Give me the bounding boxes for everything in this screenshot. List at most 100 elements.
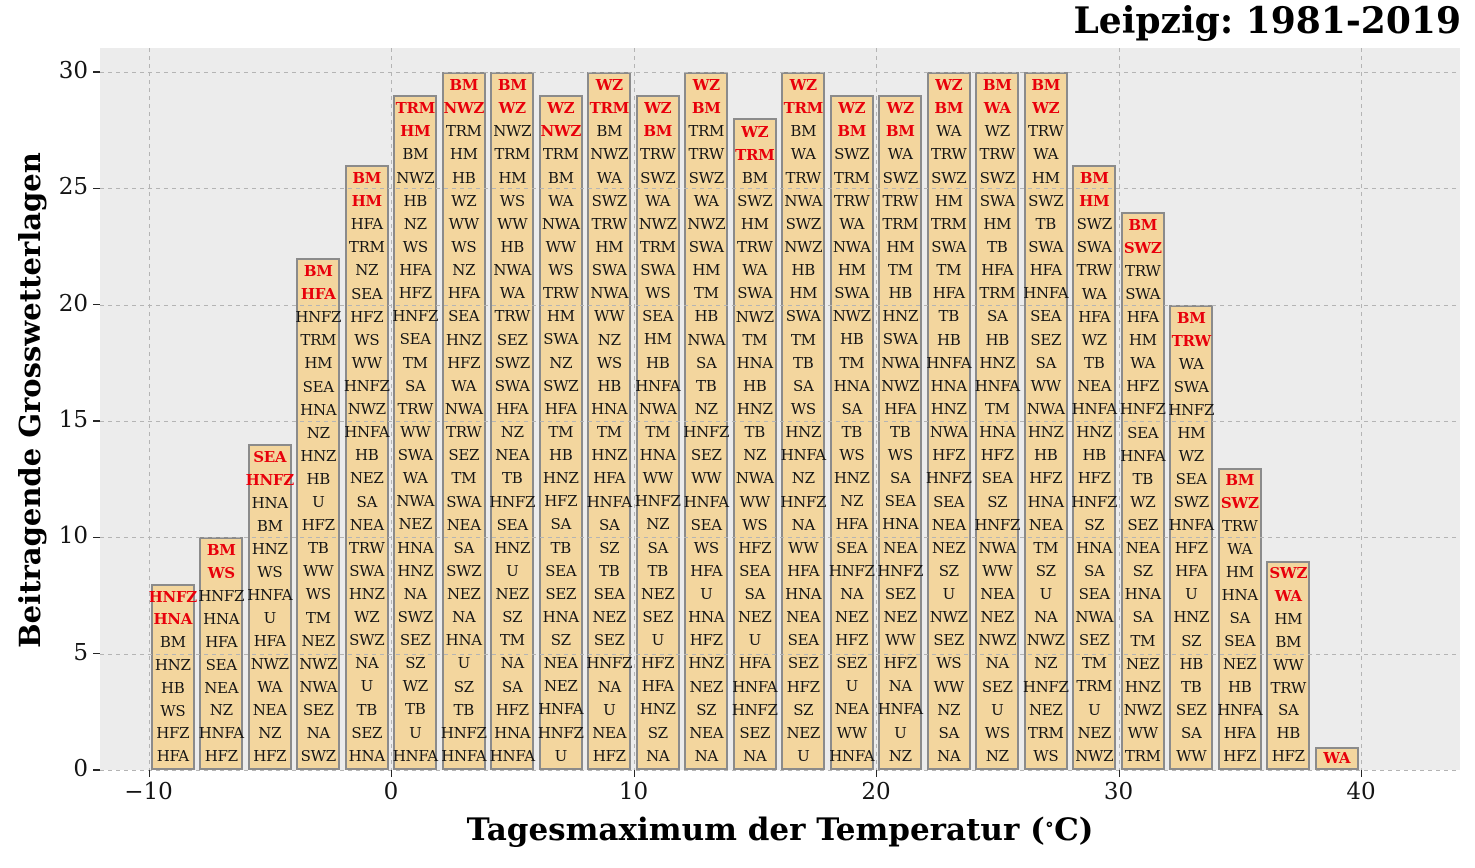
gwl-cell: U bbox=[748, 631, 762, 650]
gwl-cell: SEZ bbox=[1175, 700, 1207, 719]
degree-symbol: ∘ bbox=[1044, 814, 1055, 836]
gwl-cell: NWZ bbox=[590, 145, 629, 164]
gwl-cell: SA bbox=[356, 492, 377, 511]
gwl-cell: HNFZ bbox=[974, 515, 1021, 534]
gwl-cell: HM bbox=[498, 168, 527, 187]
bar-t-5: SEA HNFZ HNA BM HNZ WS HNFA U HFA NWZ WA NEA NZ HFZ bbox=[246, 444, 294, 770]
gwl-cell: WW bbox=[1127, 723, 1159, 742]
gwl-cell: HFZ bbox=[980, 446, 1014, 465]
gwl-cell: SEA bbox=[787, 631, 819, 650]
gwl-cell: WA bbox=[548, 191, 574, 210]
gwl-cell: NWZ bbox=[784, 237, 823, 256]
gwl-cell: SEA bbox=[642, 307, 674, 326]
gwl-cell: SWZ bbox=[688, 168, 725, 187]
gwl-cell: TRW bbox=[543, 284, 579, 303]
gwl-cell-highlight: BM bbox=[1031, 75, 1061, 94]
gwl-cell-highlight: WZ bbox=[741, 122, 769, 141]
gwl-cell: HB bbox=[742, 376, 767, 395]
gwl-cell-highlight: WZ bbox=[789, 75, 818, 94]
gwl-cell: U bbox=[360, 677, 374, 696]
gwl-cell: WW bbox=[691, 469, 722, 488]
gwl-cell-highlight: HM bbox=[1079, 192, 1110, 211]
gwl-cell: TB bbox=[405, 700, 426, 719]
gwl-cell: BM bbox=[1275, 632, 1302, 651]
y-tick-10 bbox=[93, 536, 100, 538]
y-tick-label-15: 15 bbox=[58, 406, 88, 433]
gwl-cell: SWZ bbox=[785, 214, 822, 233]
gwl-cell: HFA bbox=[787, 561, 820, 580]
gwl-cell-highlight: WZ bbox=[692, 75, 721, 94]
gwl-cell: HFZ bbox=[495, 700, 529, 719]
gwl-cell: NWA bbox=[1075, 608, 1114, 627]
gwl-cell: NA bbox=[355, 654, 379, 673]
gwl-cell: HNA bbox=[736, 353, 773, 372]
y-tick-0 bbox=[93, 769, 100, 771]
gwl-cell: U bbox=[991, 700, 1004, 719]
gwl-cell: WA bbox=[645, 191, 671, 210]
gwl-cell: HFZ bbox=[738, 538, 772, 557]
y-tick-25 bbox=[93, 187, 100, 189]
gwl-cell: BM bbox=[159, 633, 186, 652]
gwl-cell: HNFA bbox=[1071, 400, 1117, 419]
gwl-cell: WS bbox=[1033, 747, 1059, 766]
gwl-cell: HNFA bbox=[829, 746, 875, 765]
gwl-cell: SA bbox=[501, 677, 523, 696]
gwl-cell: SEA bbox=[496, 515, 528, 534]
gwl-cell: HNA bbox=[348, 746, 385, 765]
gwl-cell: NEZ bbox=[495, 585, 530, 604]
gwl-cell: HNFA bbox=[538, 700, 584, 719]
gwl-cell: TRM bbox=[1076, 677, 1113, 696]
gwl-cell: NEZ bbox=[1222, 655, 1257, 674]
gwl-cell: HB bbox=[1179, 654, 1203, 673]
gwl-cell: NWA bbox=[590, 284, 629, 303]
gwl-cell: HNA bbox=[785, 585, 822, 604]
gwl-cell: NWZ bbox=[687, 214, 726, 233]
gwl-cell-highlight: NWZ bbox=[540, 122, 582, 141]
gwl-cell: SWA bbox=[834, 284, 870, 303]
gwl-cell: WW bbox=[448, 214, 480, 233]
gwl-cell: SA bbox=[1035, 353, 1056, 372]
gwl-cell: NEZ bbox=[446, 585, 481, 604]
gwl-cell: HNFA bbox=[635, 376, 681, 395]
gwl-cell: SEZ bbox=[1078, 631, 1110, 650]
y-tick-label-10: 10 bbox=[58, 523, 88, 550]
gwl-cell: WW bbox=[739, 492, 771, 511]
gwl-cell: NWZ bbox=[638, 214, 677, 233]
gwl-cell: WS bbox=[451, 237, 477, 256]
gwl-cell: NZ bbox=[791, 469, 815, 488]
gwl-cell: SWZ bbox=[882, 168, 919, 187]
x-axis-label-text: Tagesmaximum der Temperatur ( bbox=[466, 812, 1045, 848]
gwl-cell: WA bbox=[257, 678, 283, 697]
gwl-cell: TM bbox=[305, 608, 331, 627]
gwl-cell: HNA bbox=[639, 446, 676, 465]
gwl-cell: NEA bbox=[1125, 539, 1160, 558]
gwl-cell: NA bbox=[452, 608, 476, 627]
gwl-cell-highlight: WA bbox=[1274, 587, 1302, 606]
gwl-cell: HNZ bbox=[736, 400, 773, 419]
gwl-cell-highlight: HM bbox=[351, 192, 382, 211]
gwl-cell: WA bbox=[402, 469, 428, 488]
gwl-cell: NWZ bbox=[881, 376, 920, 395]
gwl-cell: NWZ bbox=[1123, 700, 1162, 719]
gwl-cell: HNZ bbox=[1027, 423, 1064, 442]
gwl-cell: TRW bbox=[446, 423, 482, 442]
gwl-cell: HNZ bbox=[300, 446, 337, 465]
gwl-cell: NWZ bbox=[735, 307, 774, 326]
gwl-cell: TB bbox=[1132, 469, 1154, 488]
gwl-cell: NEA bbox=[252, 701, 287, 720]
gwl-cell-highlight: HFA bbox=[300, 285, 336, 304]
gwl-cell: SEZ bbox=[351, 723, 383, 742]
gwl-cell: SEA bbox=[1224, 632, 1256, 651]
gwl-cell: HNFZ bbox=[1071, 492, 1118, 511]
gwl-cell: HNZ bbox=[785, 423, 822, 442]
gwl-cell: TRM bbox=[445, 122, 482, 141]
gwl-cell: SEA bbox=[739, 561, 771, 580]
gwl-cell: NWZ bbox=[1075, 746, 1114, 765]
gwl-cell: SWA bbox=[494, 376, 530, 395]
gwl-cell: WS bbox=[402, 237, 428, 256]
gwl-cell: HFA bbox=[593, 469, 626, 488]
gwl-cell: WW bbox=[594, 307, 625, 326]
gwl-cell: HNFA bbox=[926, 353, 972, 372]
gwl-cell-highlight: HNA bbox=[153, 610, 193, 629]
